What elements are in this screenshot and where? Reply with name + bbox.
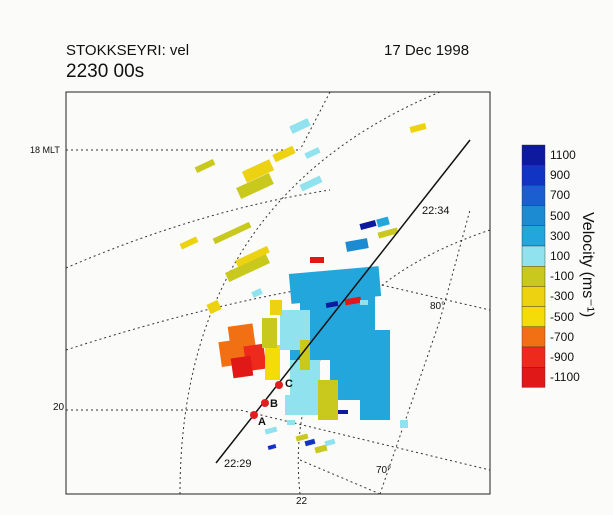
- colorbar-bin: [521, 286, 546, 307]
- colorbar-tick: -1100: [550, 370, 580, 385]
- colorbar-tick: -100: [550, 269, 575, 284]
- velocity-cell: [265, 345, 280, 380]
- colorbar: [521, 144, 546, 388]
- point-b-label: B: [270, 398, 278, 410]
- point-c: [275, 381, 283, 389]
- colorbar-bin: [521, 306, 546, 328]
- velocity-cell: [304, 438, 316, 447]
- colorbar-tick: 300: [550, 228, 571, 243]
- velocity-cell: [360, 300, 368, 305]
- colorbar-bin: [521, 225, 546, 247]
- velocity-cell: [360, 330, 390, 420]
- grid-lines: [65, 91, 491, 495]
- point-a: [250, 411, 258, 419]
- colorbar-bin: [521, 367, 546, 388]
- colorbar-tick: 500: [550, 208, 571, 223]
- station-title: STOKKSEYRI: vel: [66, 42, 190, 59]
- colorbar-label: Velocity (ms⁻¹): [579, 212, 596, 318]
- velocity-cell: [324, 438, 336, 447]
- velocity-cell: [267, 444, 277, 450]
- velocity-cell: [359, 220, 377, 230]
- colorbar-tick: 900: [550, 168, 571, 183]
- colorbar-bin: [521, 164, 546, 186]
- velocity-cell: [300, 340, 310, 370]
- velocity-cell: [264, 426, 278, 435]
- velocity-cell: [376, 216, 390, 228]
- colorbar-bin: [521, 205, 546, 227]
- velocity-cell: [179, 236, 199, 250]
- track-points: [250, 381, 283, 419]
- colorbar-tick: -900: [550, 350, 575, 364]
- velocity-cell: [409, 123, 427, 133]
- velocity-cell: [289, 118, 311, 134]
- velocity-cell: [224, 253, 271, 283]
- date-label: 17 Dec 1998: [384, 42, 470, 59]
- velocity-cell: [287, 420, 295, 425]
- velocity-cell: [304, 147, 321, 159]
- colorbar-tick: -500: [550, 309, 575, 324]
- velocity-cell: [338, 410, 348, 414]
- point-b: [261, 399, 269, 407]
- velocity-cells: [179, 118, 427, 454]
- colorbar-tick: 100: [550, 249, 571, 263]
- velocity-cell: [295, 433, 309, 442]
- colorbar-bin: [521, 185, 546, 206]
- label-18-mlt: 18 MLT: [30, 145, 60, 155]
- velocity-cell: [400, 420, 408, 428]
- velocity-cell: [285, 395, 325, 415]
- colorbar-tick: 700: [550, 188, 571, 203]
- colorbar-bin: [521, 326, 546, 348]
- velocity-cell: [262, 318, 277, 348]
- colorbar-tick: 1100: [550, 148, 576, 162]
- velocity-cell: [194, 159, 216, 173]
- point-c-label: C: [285, 378, 293, 390]
- label-70deg: 70°: [376, 465, 392, 476]
- velocity-cell: [235, 245, 270, 268]
- label-20: 20: [53, 402, 65, 413]
- velocity-cell: [230, 355, 254, 379]
- velocity-cell: [251, 288, 263, 298]
- velocity-cell: [310, 257, 324, 263]
- track-start-label: 22:29: [224, 458, 252, 470]
- colorbar-tick: -300: [550, 289, 575, 304]
- velocity-cell: [299, 175, 323, 192]
- scan-time: 2230 00s: [66, 61, 145, 82]
- label-80deg: 80°: [430, 301, 446, 312]
- velocity-cell: [206, 299, 222, 315]
- velocity-cell: [241, 159, 275, 183]
- velocity-cell: [325, 300, 339, 309]
- velocity-cell: [270, 300, 282, 315]
- velocity-cell: [318, 380, 338, 420]
- velocity-cell: [212, 221, 252, 245]
- point-a-label: A: [258, 416, 266, 428]
- velocity-cell: [344, 296, 362, 306]
- colorbar-bin: [521, 266, 546, 287]
- plot-frame: [65, 91, 491, 495]
- colorbar-bin: [521, 346, 546, 368]
- velocity-cell: [377, 227, 399, 239]
- velocity-cell: [314, 444, 328, 454]
- colorbar-bin: [521, 245, 546, 267]
- velocity-cell: [272, 145, 296, 163]
- velocity-cell: [345, 238, 369, 252]
- colorbar-tick: -700: [550, 329, 575, 344]
- colorbar-bin: [521, 144, 546, 166]
- label-22: 22: [296, 496, 308, 507]
- track-end-label: 22:34: [422, 205, 450, 217]
- velocity-cell: [236, 172, 274, 200]
- satellite-track: [215, 139, 471, 464]
